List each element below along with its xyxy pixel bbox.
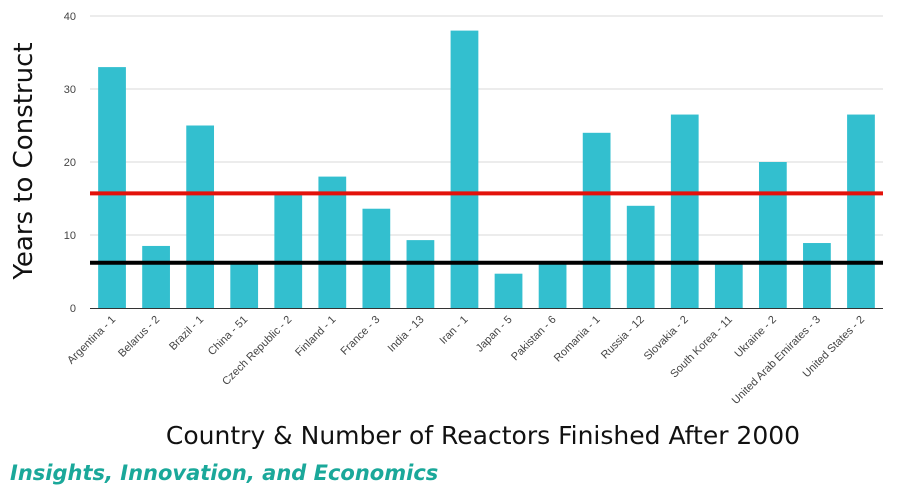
bar	[714, 262, 743, 308]
x-tick-label: Romania - 1	[552, 314, 603, 365]
bar	[847, 114, 875, 308]
x-tick-label: Japan - 5	[474, 314, 515, 355]
y-tick-label: 10	[64, 230, 76, 242]
bar	[758, 162, 787, 308]
bar	[406, 240, 435, 308]
bar	[186, 125, 215, 308]
bar	[362, 208, 391, 308]
y-tick-label: 40	[64, 11, 76, 23]
x-tick-label: Finland - 1	[293, 314, 338, 359]
y-tick-label: 0	[70, 303, 76, 315]
bar	[670, 114, 699, 308]
y-tick-label: 30	[64, 84, 76, 96]
y-axis-label: Years to Construct	[9, 42, 39, 280]
bar	[538, 262, 567, 308]
x-axis-label: Country & Number of Reactors Finished Af…	[166, 421, 800, 450]
y-axis-ticks: 0 10 20 30 40	[64, 11, 76, 315]
x-tick-label: Iran - 1	[437, 314, 470, 347]
footer-tagline: Insights, Innovation, and Economics	[10, 461, 439, 485]
x-tick-label: Brazil - 1	[167, 314, 206, 353]
y-tick-label: 20	[64, 157, 76, 169]
x-tick-label: United Arab Emirates - 3	[730, 314, 823, 407]
bar	[98, 67, 126, 308]
bar	[494, 273, 523, 308]
bar	[626, 205, 655, 308]
x-tick-label: China - 51	[206, 314, 250, 358]
bar	[274, 194, 303, 308]
bar	[318, 176, 347, 308]
reference-lines	[90, 191, 883, 265]
bar	[230, 262, 259, 308]
x-tick-label: India - 13	[386, 314, 427, 355]
x-tick-label: Argentina - 1	[65, 314, 118, 367]
x-tick-label: France - 3	[339, 314, 383, 358]
gridlines	[90, 15, 883, 236]
x-tick-label: Ukraine - 2	[732, 314, 779, 361]
x-tick-label: Russia - 12	[599, 314, 647, 362]
bar	[582, 132, 611, 308]
bar	[803, 243, 831, 308]
bars	[98, 30, 875, 308]
x-tick-label: Belarus - 2	[116, 314, 162, 360]
bar	[450, 30, 479, 308]
bar	[142, 245, 170, 308]
